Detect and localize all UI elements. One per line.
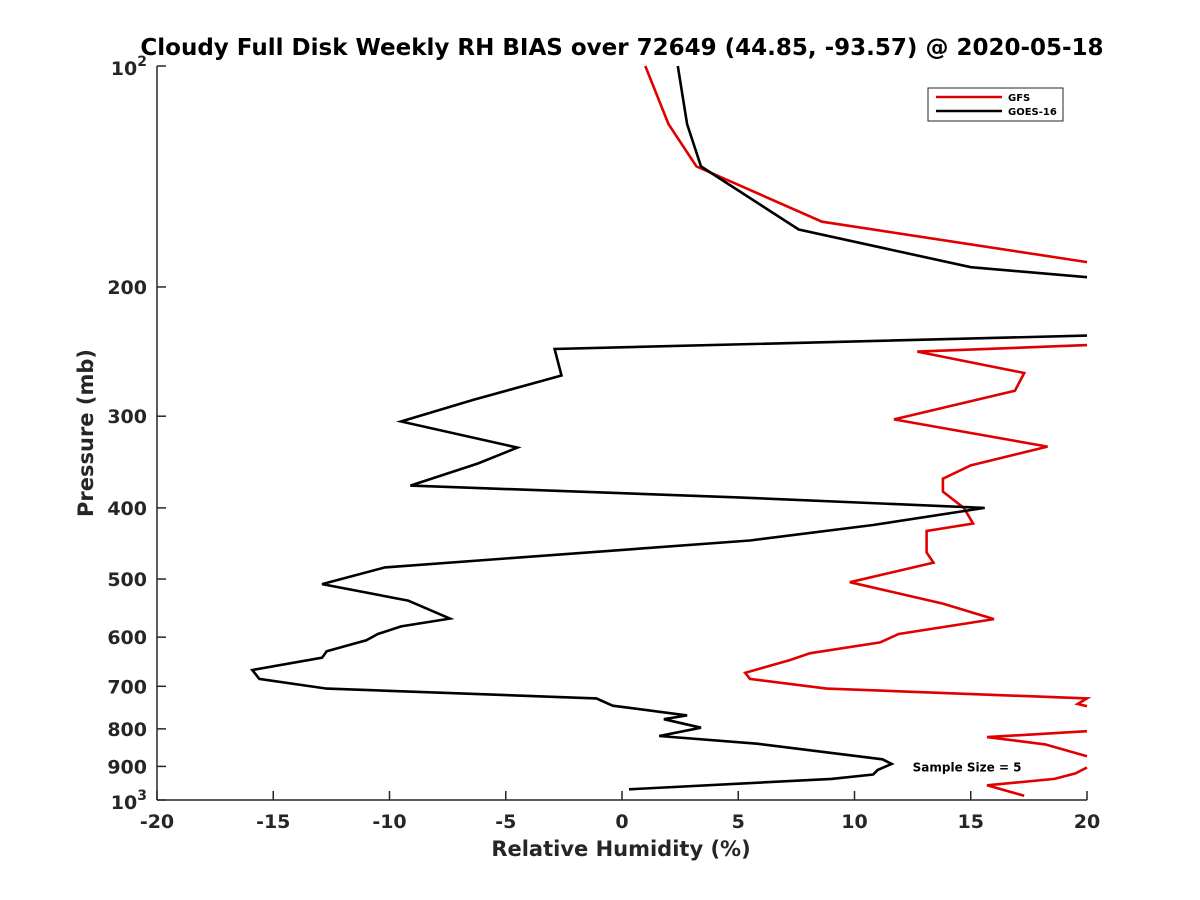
series-layer — [249, 65, 1092, 798]
legend: GFS GOES-16 — [927, 87, 1064, 122]
x-tick-label: -10 — [372, 811, 406, 833]
y-tick-label: 300 — [107, 406, 147, 428]
y-tick-label: 200 — [107, 277, 147, 299]
x-tick-label: 0 — [615, 811, 628, 833]
x-tick-label: 5 — [732, 811, 745, 833]
y-tick-label: 700 — [107, 676, 147, 698]
x-tick-label: -20 — [140, 811, 174, 833]
y-tick-base: 10 — [111, 792, 137, 814]
chart-title: Cloudy Full Disk Weekly RH BIAS over 726… — [140, 35, 1103, 61]
y-tick-base: 10 — [111, 58, 137, 80]
y-tick-label: 900 — [107, 756, 147, 778]
series-line-goes16 — [249, 65, 1088, 791]
series-line-gfs — [644, 65, 1092, 798]
sample-size-annotation: Sample Size = 5 — [913, 760, 1022, 774]
x-tick-label: 10 — [841, 811, 867, 833]
x-tick-label: 20 — [1074, 811, 1100, 833]
y-tick-exponent: 2 — [137, 54, 147, 70]
y-axis-label: Pressure (mb) — [74, 349, 98, 517]
y-tick-label: 600 — [107, 627, 147, 649]
x-tick-label: -15 — [256, 811, 290, 833]
x-ticks: -20 -15 -10 -5 0 5 10 15 20 — [140, 791, 1100, 833]
y-tick-label: 500 — [107, 569, 147, 591]
y-tick-label: 800 — [107, 719, 147, 741]
x-tick-label: 15 — [958, 811, 984, 833]
plot-area: -20 -15 -10 -5 0 5 10 15 20 10220030040050060070… — [107, 54, 1100, 833]
y-tick-exponent: 3 — [137, 788, 147, 804]
legend-label-goes16: GOES-16 — [1008, 107, 1057, 118]
legend-box — [927, 87, 1064, 122]
x-axis-label: Relative Humidity (%) — [491, 837, 750, 861]
y-tick-label: 102 — [111, 54, 147, 80]
legend-label-gfs: GFS — [1008, 93, 1030, 104]
y-tick-label: 103 — [111, 788, 147, 814]
y-tick-label: 400 — [107, 498, 147, 520]
x-tick-label: -5 — [495, 811, 516, 833]
